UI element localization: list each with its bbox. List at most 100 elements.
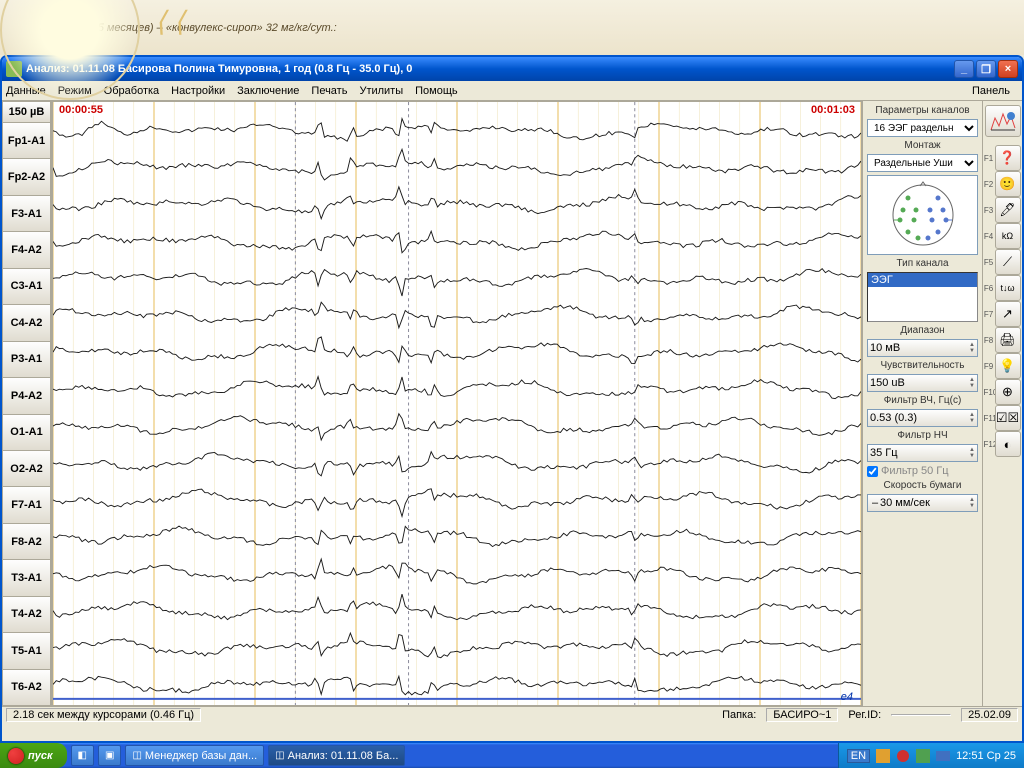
menu-conclusion[interactable]: Заключение	[237, 85, 299, 97]
speed-value[interactable]: –30 мм/сек▲▼	[867, 494, 978, 512]
channel-type-list[interactable]: ЭЭГ	[867, 272, 978, 322]
channel-label-fp1-a1[interactable]: Fp1-A1	[2, 122, 51, 159]
start-button[interactable]: пуск	[0, 743, 67, 768]
menu-processing[interactable]: Обработка	[104, 85, 159, 97]
channel-label-t6-a2[interactable]: T6-A2	[2, 669, 51, 706]
tool-f2-button[interactable]: 🙂	[995, 171, 1021, 197]
tool-f3-button[interactable]: 🖊	[995, 197, 1021, 223]
channel-label-f7-a1[interactable]: F7-A1	[2, 486, 51, 523]
tool-f10-button[interactable]: ⊕	[995, 379, 1021, 405]
channel-label-c4-a2[interactable]: C4-A2	[2, 304, 51, 341]
channel-label-p3-a1[interactable]: P3-A1	[2, 341, 51, 378]
fkey-label: F11	[984, 414, 994, 423]
tool-f5-button[interactable]: ⟋	[995, 249, 1021, 275]
windows-logo-icon	[8, 748, 24, 764]
tool-f6-button[interactable]: t↓ω	[995, 275, 1021, 301]
folder-label: Папка:	[722, 709, 756, 721]
fkey-label: F1	[984, 154, 994, 163]
channel-label-f3-a1[interactable]: F3-A1	[2, 195, 51, 232]
taskbar-item-db[interactable]: ◫ Менеджер базы дан...	[125, 745, 264, 766]
fkey-label: F3	[984, 206, 994, 215]
folder-value: БАСИРО~1	[766, 708, 838, 722]
tool-f1-button[interactable]: ❓	[995, 145, 1021, 171]
channel-label-t4-a2[interactable]: T4-A2	[2, 596, 51, 633]
channel-label-p4-a2[interactable]: P4-A2	[2, 377, 51, 414]
channel-label-o1-a1[interactable]: O1-A1	[2, 414, 51, 451]
fkey-label: F5	[984, 258, 994, 267]
status-date: 25.02.09	[961, 708, 1018, 722]
tool-f11-button[interactable]: ☑☒	[995, 405, 1021, 431]
channel-label-fp2-a2[interactable]: Fp2-A2	[2, 158, 51, 195]
taskbar: пуск ◧ ▣ ◫ Менеджер базы дан... ◫ Анализ…	[0, 743, 1024, 768]
statusbar: 2.18 сек между курсорами (0.46 Гц) Папка…	[2, 706, 1022, 741]
regid-label: Рег.ID:	[848, 709, 881, 721]
tray-icon[interactable]	[936, 749, 950, 763]
channel-label-t3-a1[interactable]: T3-A1	[2, 559, 51, 596]
channel-label-f8-a2[interactable]: F8-A2	[2, 523, 51, 560]
taskbar-ql-2[interactable]: ▣	[98, 745, 121, 766]
parameters-panel: Параметры каналов 16 ЭЭГ раздельн Монтаж…	[862, 101, 982, 706]
time-marker-left: 00:00:55	[59, 104, 103, 116]
clock[interactable]: 12:51 Ср 25	[956, 750, 1016, 762]
lpf-value[interactable]: 35 Гц▲▼	[867, 444, 978, 462]
electrode-head-diagram[interactable]	[867, 175, 978, 255]
fkey-label: F7	[984, 310, 994, 319]
hpf-label: Фильтр ВЧ, Гц(с)	[867, 395, 978, 406]
minimize-button[interactable]: _	[954, 60, 974, 78]
lpf-label: Фильтр НЧ	[867, 430, 978, 441]
sensitivity-value[interactable]: 150 uB▲▼	[867, 374, 978, 392]
menubar: Данные Режим Обработка Настройки Заключе…	[2, 81, 1022, 101]
tool-f8-button[interactable]: 🖨	[995, 327, 1021, 353]
decorative-rays: ⟨ ⟨	[155, 5, 185, 38]
notch-filter-checkbox[interactable]: Фильтр 50 Гц	[867, 465, 978, 477]
tray-icon[interactable]	[896, 749, 910, 763]
fkey-label: F4	[984, 232, 994, 241]
maximize-button[interactable]: ❐	[976, 60, 996, 78]
amplitude-header[interactable]: 150 µВ	[2, 101, 51, 123]
menu-help[interactable]: Помощь	[415, 85, 458, 97]
spectrum-tool-button[interactable]	[985, 105, 1021, 137]
chtype-label: Тип канала	[867, 258, 978, 269]
slide-header: ⟨ ⟨ ЭЭГ (1 год 5 месяцев) – «конвулекс-с…	[0, 0, 1024, 55]
hpf-value[interactable]: 0.53 (0.3)▲▼	[867, 409, 978, 427]
taskbar-ql-1[interactable]: ◧	[71, 745, 94, 766]
fkey-label: F9	[984, 362, 994, 371]
event-marker: e4	[841, 691, 853, 703]
tool-panel: F1❓F2🙂F3🖊F4kΩF5⟋F6t↓ωF7↗F8🖨F9💡F10⊕F11☑☒F…	[982, 101, 1022, 706]
eeg-canvas[interactable]: 00:00:55 00:01:03 e4	[52, 101, 862, 706]
system-tray[interactable]: EN 12:51 Ср 25	[838, 743, 1024, 768]
titlebar: Анализ: 01.11.08 Басирова Полина Тимуров…	[2, 57, 1022, 81]
cursor-info: 2.18 сек между курсорами (0.46 Гц)	[6, 708, 201, 722]
channel-label-t5-a1[interactable]: T5-A1	[2, 632, 51, 669]
time-marker-right: 00:01:03	[811, 104, 855, 116]
montage-select[interactable]: Раздельные Уши	[867, 154, 978, 172]
speed-label: Скорость бумаги	[867, 480, 978, 491]
window-controls: _ ❐ ×	[954, 60, 1018, 78]
tray-icon[interactable]	[876, 749, 890, 763]
channel-label-f4-a2[interactable]: F4-A2	[2, 231, 51, 268]
montage-label: Монтаж	[867, 140, 978, 151]
params-select[interactable]: 16 ЭЭГ раздельн	[867, 119, 978, 137]
fkey-label: F8	[984, 336, 994, 345]
language-indicator[interactable]: EN	[847, 749, 870, 763]
tool-f4-button[interactable]: kΩ	[995, 223, 1021, 249]
menu-utilities[interactable]: Утилиты	[359, 85, 403, 97]
fkey-label: F12	[984, 440, 994, 449]
params-label: Параметры каналов	[867, 105, 978, 116]
tray-icon[interactable]	[916, 749, 930, 763]
menu-print[interactable]: Печать	[311, 85, 347, 97]
taskbar-item-analysis[interactable]: ◫ Анализ: 01.11.08 Ба...	[268, 745, 405, 766]
menu-panel[interactable]: Панель	[972, 85, 1010, 97]
regid-value	[891, 714, 951, 716]
tool-f9-button[interactable]: 💡	[995, 353, 1021, 379]
tool-f7-button[interactable]: ↗	[995, 301, 1021, 327]
eeg-waveforms	[53, 102, 861, 705]
channel-label-c3-a1[interactable]: C3-A1	[2, 268, 51, 305]
close-button[interactable]: ×	[998, 60, 1018, 78]
fkey-label: F10	[984, 388, 994, 397]
range-label: Диапазон	[867, 325, 978, 336]
channel-label-o2-a2[interactable]: O2-A2	[2, 450, 51, 487]
range-value[interactable]: 10 мВ▲▼	[867, 339, 978, 357]
tool-f12-button[interactable]: ◐	[995, 431, 1021, 457]
menu-settings[interactable]: Настройки	[171, 85, 225, 97]
